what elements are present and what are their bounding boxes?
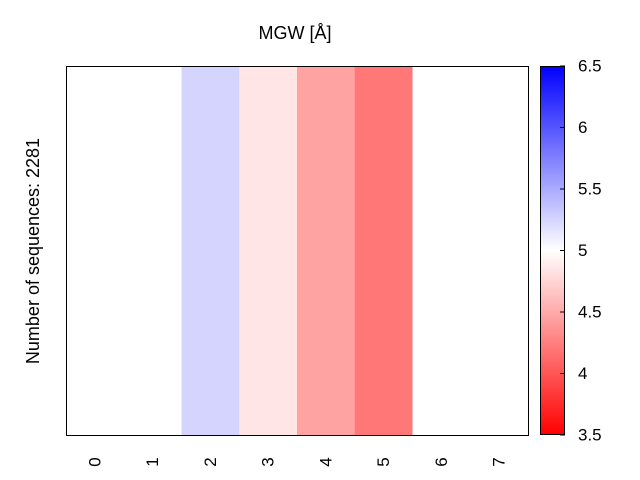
x-tick-label: 1 bbox=[143, 457, 162, 466]
x-tick-label: 3 bbox=[259, 457, 278, 466]
colorbar-tick-label: 6.5 bbox=[578, 57, 602, 76]
x-tick-label: 0 bbox=[85, 457, 104, 466]
plot-frame bbox=[66, 66, 529, 436]
x-tick-label: 6 bbox=[432, 457, 451, 466]
x-tick-label: 4 bbox=[316, 457, 335, 466]
heatmap-cell-4 bbox=[297, 66, 356, 435]
colorbar-tick-label: 4 bbox=[578, 364, 587, 383]
heatmap-cell-7 bbox=[470, 66, 529, 435]
colorbar-tick-label: 3.5 bbox=[578, 426, 602, 445]
heatmap-cell-3 bbox=[239, 66, 298, 435]
heatmap-cell-0 bbox=[66, 66, 125, 435]
colorbar-tick-label: 5 bbox=[578, 241, 587, 260]
x-tick-label: 5 bbox=[374, 457, 393, 466]
heatmap-cells bbox=[66, 66, 529, 435]
colorbar-ticks: 3.5 4 4.5 5 5.5 6 6.5 bbox=[560, 57, 602, 445]
x-tick-label: 7 bbox=[490, 457, 509, 466]
colorbar-tick-label: 4.5 bbox=[578, 303, 602, 322]
heatmap-cell-1 bbox=[123, 66, 182, 435]
chart-title: MGW [Å] bbox=[259, 23, 332, 43]
x-axis-ticks: 0 1 2 3 4 5 6 7 bbox=[85, 457, 508, 466]
heatmap-cell-2 bbox=[181, 66, 240, 435]
colorbar-tick-label: 5.5 bbox=[578, 180, 602, 199]
colorbar-tick-label: 6 bbox=[578, 118, 587, 137]
y-axis-label: Number of sequences: 2281 bbox=[23, 138, 43, 364]
heatmap-cell-5 bbox=[354, 66, 413, 435]
heatmap-cell-6 bbox=[412, 66, 471, 435]
x-tick-label: 2 bbox=[201, 457, 220, 466]
